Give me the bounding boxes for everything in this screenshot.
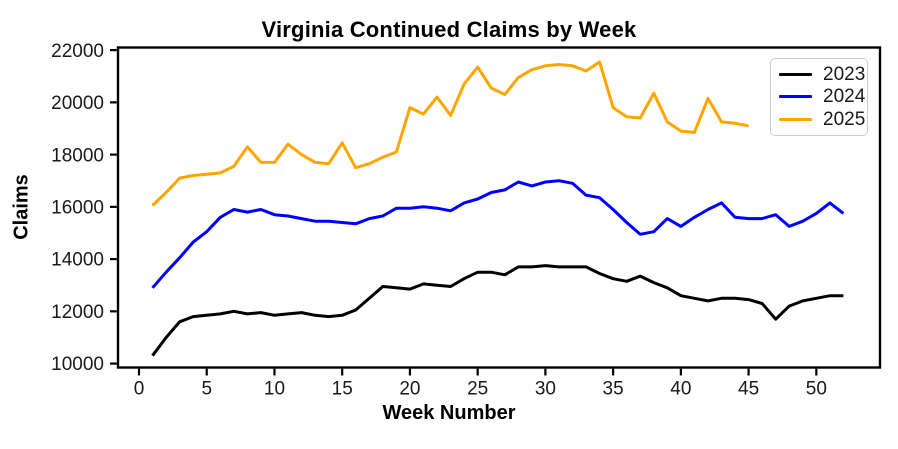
x-tick-label: 35 — [603, 379, 624, 400]
series-line-2025 — [151, 60, 749, 207]
x-tick-label: 15 — [332, 379, 353, 400]
series-line-2024 — [151, 179, 845, 289]
legend-label-2025: 2025 — [823, 109, 866, 131]
y-tick-label: 20000 — [51, 93, 104, 114]
legend-label-2024: 2024 — [823, 86, 866, 108]
x-tick-label: 50 — [806, 379, 827, 400]
x-tick-label: 30 — [535, 379, 556, 400]
x-axis-label: Week Number — [382, 402, 516, 424]
plot-frame — [116, 46, 882, 369]
legend-item-2023: 2023 — [779, 63, 865, 85]
x-tick-label: 10 — [264, 379, 285, 400]
x-tick-label: 20 — [399, 379, 420, 400]
legend-line-sample-2024 — [779, 95, 812, 99]
series-line-2023 — [151, 264, 844, 357]
legend-label-2023: 2023 — [823, 63, 866, 85]
chart-title: Virginia Continued Claims by Week — [261, 17, 637, 42]
y-tick-label: 22000 — [51, 41, 104, 62]
legend-line-sample-2023 — [779, 72, 812, 76]
y-tick-label: 16000 — [51, 197, 104, 218]
x-tick-label: 40 — [670, 379, 691, 400]
y-tick-label: 12000 — [51, 302, 104, 323]
y-tick-label: 10000 — [51, 354, 104, 375]
x-tick-label: 5 — [201, 379, 212, 400]
x-tick-label: 25 — [467, 379, 488, 400]
legend: 2023 2024 2025 — [770, 58, 868, 136]
legend-item-2024: 2024 — [779, 86, 865, 108]
legend-line-sample-2025 — [779, 118, 812, 122]
y-tick-label: 18000 — [51, 145, 104, 166]
y-tick-label: 14000 — [51, 250, 104, 271]
legend-item-2025: 2025 — [779, 109, 865, 131]
x-tick-label: 45 — [738, 379, 759, 400]
x-tick-label: 0 — [134, 379, 145, 400]
